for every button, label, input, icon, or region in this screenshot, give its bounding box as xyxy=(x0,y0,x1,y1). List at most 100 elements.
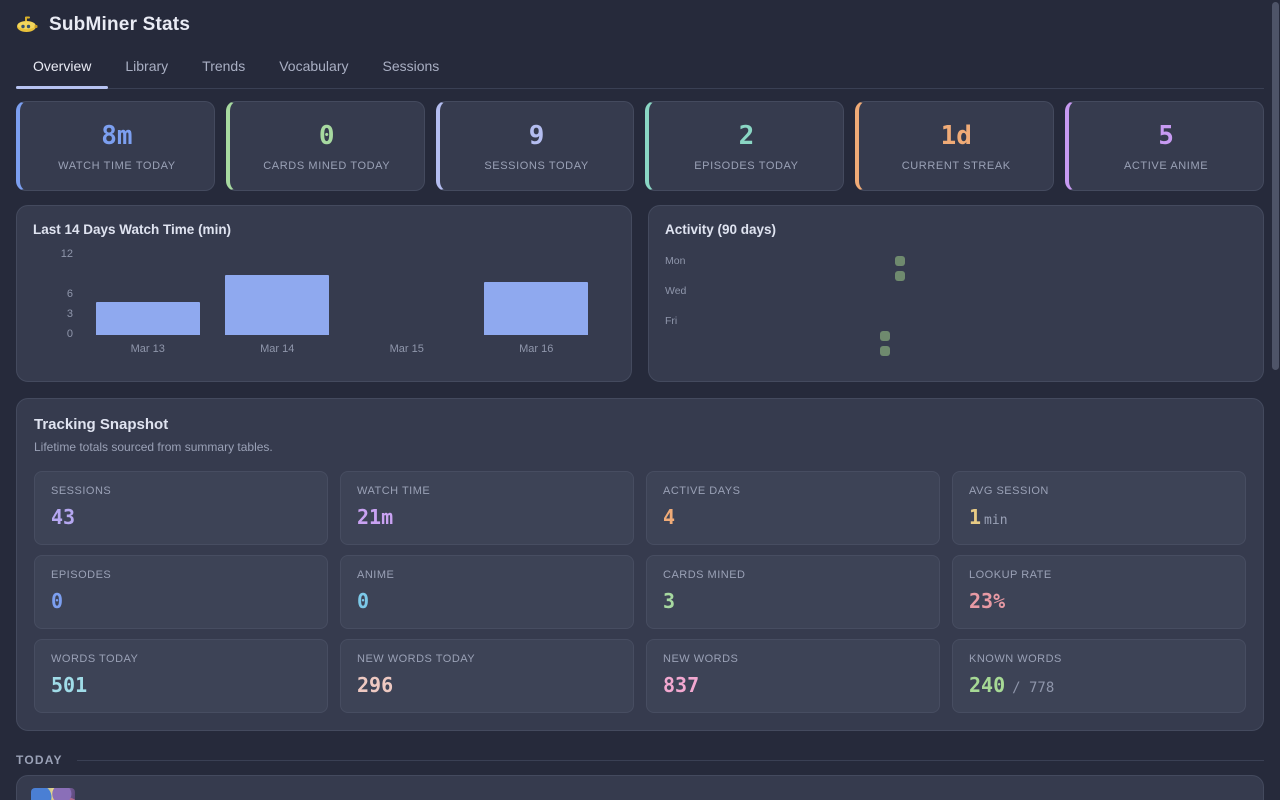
tracking-cell-value: 3 xyxy=(663,589,676,613)
tab-library[interactable]: Library xyxy=(108,52,185,88)
tracking-cell-value-row: 0 xyxy=(357,589,617,613)
tracking-cell-value: 837 xyxy=(663,673,700,697)
tracking-cell-value: 501 xyxy=(51,673,88,697)
stat-value: 5 xyxy=(1158,120,1174,151)
tracking-cell-known-words: KNOWN WORDS 240 / 778 xyxy=(952,639,1246,713)
tracking-cell-anime: ANIME 0 xyxy=(340,555,634,629)
tracking-cell-value-row: 4 xyxy=(663,505,923,529)
page-title: SubMiner Stats xyxy=(49,14,191,35)
bar-mar-14 xyxy=(225,275,330,335)
tracking-cell-value: 240 xyxy=(969,673,1006,697)
stat-card-current-streak: 1d CURRENT STREAK xyxy=(855,101,1055,191)
vertical-scrollbar-thumb[interactable] xyxy=(1272,2,1279,370)
tracking-cell-new-words-today: NEW WORDS TODAY 296 xyxy=(340,639,634,713)
bar-slot xyxy=(472,255,602,335)
tab-bar: Overview Library Trends Vocabulary Sessions xyxy=(16,52,1264,89)
tracking-subtitle: Lifetime totals sourced from summary tab… xyxy=(34,440,273,454)
stat-card-cards-mined-today: 0 CARDS MINED TODAY xyxy=(225,101,425,191)
tracking-title: Tracking Snapshot xyxy=(34,416,169,433)
tab-sessions[interactable]: Sessions xyxy=(366,52,457,88)
today-divider xyxy=(76,759,1264,761)
chart-title: Last 14 Days Watch Time (min) xyxy=(33,222,232,237)
stat-value: 9 xyxy=(528,120,545,151)
activity-title: Activity (90 days) xyxy=(665,222,777,237)
bar-chart: Mar 13 Mar 14 Mar 15 Mar 16 0 3 6 12 xyxy=(33,243,615,361)
stat-card-watch-time-today: 8m WATCH TIME TODAY xyxy=(16,101,215,191)
tracking-cell-label: NEW WORDS xyxy=(663,653,739,665)
heatmap-active-cell xyxy=(895,271,905,281)
tracking-cell-label: SESSIONS xyxy=(51,485,112,497)
x-tick-label: Mar 13 xyxy=(130,343,165,355)
tracking-cell-value-row: 501 xyxy=(51,673,311,697)
x-axis-labels: Mar 13 Mar 14 Mar 15 Mar 16 xyxy=(83,343,601,355)
tracking-cell-avg-session: AVG SESSION 1 min xyxy=(952,471,1246,545)
tracking-cell-lookup-rate: LOOKUP RATE 23% xyxy=(952,555,1246,629)
activity-heatmap-panel: Activity (90 days) Mon Wed Fri xyxy=(648,205,1264,382)
tracking-cell-label: EPISODES xyxy=(51,569,112,581)
today-episode-card[interactable] xyxy=(16,775,1264,800)
bar-slot xyxy=(213,255,343,335)
tracking-cell-cards-mined: CARDS MINED 3 xyxy=(646,555,940,629)
stat-value: 0 xyxy=(318,120,335,151)
app-header: SubMiner Stats xyxy=(0,0,1280,36)
stat-label: SESSIONS TODAY xyxy=(484,159,589,172)
today-section-header: TODAY xyxy=(16,753,1264,767)
tracking-cell-value: 296 xyxy=(357,673,394,697)
tracking-cell-value: 4 xyxy=(663,505,676,529)
tracking-cell-label: AVG SESSION xyxy=(969,485,1049,497)
tracking-cell-label: LOOKUP RATE xyxy=(969,569,1052,581)
bar-area xyxy=(83,255,601,335)
y-tick-label: 3 xyxy=(66,308,73,320)
stat-value: 8m xyxy=(101,120,133,151)
anime-episode-thumbnail[interactable] xyxy=(31,788,75,800)
tracking-cell-new-words: NEW WORDS 837 xyxy=(646,639,940,713)
watch-time-chart-panel: Last 14 Days Watch Time (min) Mar 13 Mar … xyxy=(16,205,632,382)
tab-vocabulary[interactable]: Vocabulary xyxy=(262,52,365,88)
heatmap-row-label: Wed xyxy=(665,285,687,297)
stat-label: EPISODES TODAY xyxy=(694,159,799,172)
tracking-cell-label: KNOWN WORDS xyxy=(969,653,1062,665)
stat-card-sessions-today: 9 SESSIONS TODAY xyxy=(435,101,635,191)
tracking-cell-label: ANIME xyxy=(357,569,395,581)
stat-card-episodes-today: 2 EPISODES TODAY xyxy=(645,101,845,191)
y-tick-label: 0 xyxy=(66,328,73,340)
tracking-cell-episodes: EPISODES 0 xyxy=(34,555,328,629)
tracking-cell-words-today: WORDS TODAY 501 xyxy=(34,639,328,713)
tracking-cell-value: 0 xyxy=(357,589,370,613)
tracking-cell-label: WORDS TODAY xyxy=(51,653,139,665)
heatmap-active-cell xyxy=(880,346,890,356)
x-tick-label: Mar 14 xyxy=(260,343,295,355)
stat-label: CURRENT STREAK xyxy=(901,159,1011,172)
tracking-cell-value: 21m xyxy=(357,505,394,529)
stat-label: ACTIVE ANIME xyxy=(1123,159,1209,172)
tracking-cell-unit: min xyxy=(984,513,1008,528)
tracking-cell-label: NEW WORDS TODAY xyxy=(357,653,476,665)
tracking-cell-active-days: ACTIVE DAYS 4 xyxy=(646,471,940,545)
stat-card-active-anime: 5 ACTIVE ANIME xyxy=(1065,101,1264,191)
bar-slot xyxy=(342,255,472,335)
stat-cards-row: 8m WATCH TIME TODAY 0 CARDS MINED TODAY 9 SES… xyxy=(16,101,1264,191)
tracking-cell-value-row: 296 xyxy=(357,673,617,697)
tracking-cell-label: WATCH TIME xyxy=(357,485,431,497)
tracking-cell-value-row: 0 xyxy=(51,589,311,613)
tracking-grid: SESSIONS 43 WATCH TIME 21m ACTIVE DAYS 4 AVG S… xyxy=(34,471,1246,713)
charts-row: Last 14 Days Watch Time (min) Mar 13 Mar … xyxy=(16,205,1264,382)
submarine-icon xyxy=(16,16,38,34)
heatmap-active-cell xyxy=(880,331,890,341)
tracking-snapshot-panel: Tracking Snapshot Lifetime totals source… xyxy=(16,398,1264,731)
tracking-cell-label: CARDS MINED xyxy=(663,569,746,581)
stat-label: CARDS MINED TODAY xyxy=(263,159,391,172)
tab-overview[interactable]: Overview xyxy=(16,52,109,89)
tracking-cell-label: ACTIVE DAYS xyxy=(663,485,741,497)
y-tick-label: 12 xyxy=(60,248,73,260)
tracking-cell-sessions: SESSIONS 43 xyxy=(34,471,328,545)
bar-mar-16 xyxy=(484,281,589,335)
heatmap-row-label: Mon xyxy=(665,255,686,267)
tracking-cell-value-row: 3 xyxy=(663,589,923,613)
tracking-cell-value-row: 1 min xyxy=(969,505,1229,529)
heatmap-active-cell xyxy=(895,256,905,266)
tab-trends[interactable]: Trends xyxy=(185,52,262,88)
tracking-cell-watch-time: WATCH TIME 21m xyxy=(340,471,634,545)
stat-value: 1d xyxy=(940,120,972,151)
stat-value: 2 xyxy=(738,120,755,151)
